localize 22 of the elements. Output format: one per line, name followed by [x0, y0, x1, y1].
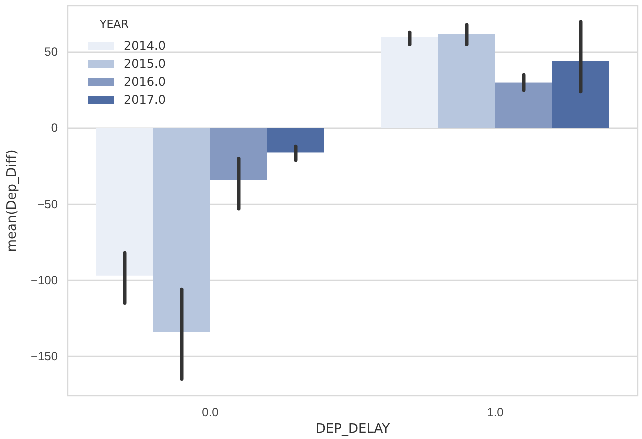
x-tick-label: 0.0: [202, 406, 220, 420]
legend-label: 2014.0: [124, 39, 166, 53]
bar: [438, 34, 496, 128]
bar: [154, 128, 210, 332]
y-tick-label: −50: [38, 197, 58, 212]
bar: [96, 128, 154, 276]
bar: [552, 61, 610, 128]
legend-label: 2016.0: [124, 75, 166, 89]
bar: [382, 37, 438, 128]
y-tick-label: −100: [30, 273, 58, 288]
bar: [210, 128, 268, 180]
x-tick-label: 1.0: [487, 406, 504, 420]
legend-title: YEAR: [99, 18, 130, 31]
y-tick-label: 50: [44, 45, 58, 60]
y-tick-label: −150: [30, 349, 58, 364]
bar: [496, 82, 552, 128]
x-axis-title: DEP_DELAY: [316, 422, 390, 437]
legend-label: 2017.0: [124, 93, 166, 107]
y-axis-title: mean(Dep_Diff): [5, 150, 20, 252]
bar: [268, 128, 324, 153]
y-tick-label: 0: [51, 121, 58, 136]
legend-label: 2015.0: [124, 57, 166, 71]
